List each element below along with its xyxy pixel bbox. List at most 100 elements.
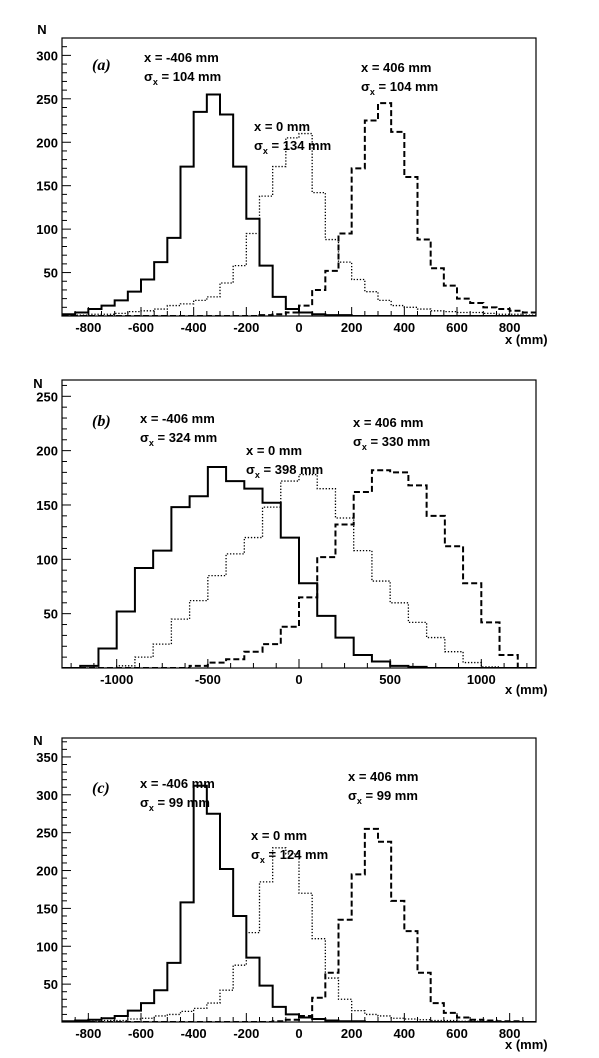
x-tick-label: -200 [233, 320, 259, 335]
x-tick-label: -200 [233, 1026, 259, 1041]
y-tick-label: 50 [44, 266, 58, 281]
annotation-sigma: σx = 324 mm [140, 430, 217, 448]
y-tick-label: 100 [36, 222, 58, 237]
x-tick-label: 800 [499, 1026, 521, 1041]
x-tick-label: -800 [75, 1026, 101, 1041]
annotation-position: x = -406 mm [144, 50, 219, 65]
annotation-position: x = 0 mm [254, 119, 310, 134]
sigma-subscript: x [260, 855, 265, 865]
sigma-symbol: σ [254, 138, 263, 153]
sigma-subscript: x [153, 77, 158, 87]
panel-label: (b) [92, 413, 111, 430]
x-tick-label: 600 [446, 320, 468, 335]
x-tick-label: -600 [128, 320, 154, 335]
sigma-symbol: σ [140, 430, 149, 445]
annotation-sigma: σx = 330 mm [353, 434, 430, 452]
y-axis-label: N [33, 376, 42, 391]
sigma-value: = 104 mm [158, 69, 221, 84]
y-tick-label: 250 [36, 92, 58, 107]
annotation-sigma: σx = 398 mm [246, 462, 323, 480]
panel-a: -800 -600 -400 -200 0 200 400 600 800 50 100 150 200… [36, 22, 547, 347]
sigma-symbol: σ [348, 788, 357, 803]
sigma-value: = 99 mm [362, 788, 418, 803]
y-tick-label: 50 [44, 977, 58, 992]
sigma-value: = 104 mm [375, 79, 438, 94]
x-tick-label: 800 [499, 320, 521, 335]
panel-c: -800 -600 -400 -200 0 200 400 600 800 50 100 150 200… [33, 733, 547, 1052]
annotation-position: x = 0 mm [251, 828, 307, 843]
sigma-value: = 398 mm [260, 462, 323, 477]
annotation-position: x = 406 mm [353, 415, 423, 430]
y-tick-label: 350 [36, 750, 58, 765]
x-tick-label: 0 [295, 672, 302, 687]
x-tick-label: 400 [393, 1026, 415, 1041]
y-tick-label: 250 [36, 826, 58, 841]
annotation-position: x = -406 mm [140, 411, 215, 426]
annotation-sigma: σx = 134 mm [254, 138, 331, 156]
x-axis-label: x (mm) [505, 682, 548, 697]
x-tick-label: -1000 [100, 672, 133, 687]
histogram-dotted [62, 132, 536, 316]
x-tick-label: -400 [181, 1026, 207, 1041]
x-tick-label: 1000 [467, 672, 496, 687]
x-tick-label: 0 [295, 1026, 302, 1041]
y-tick-label: 150 [36, 498, 58, 513]
y-tick-label: 50 [44, 607, 58, 622]
x-tick-label: 500 [379, 672, 401, 687]
histogram-dotted [62, 473, 536, 668]
y-tick-label: 200 [36, 444, 58, 459]
y-axis-label: N [37, 22, 46, 37]
y-axis-label: N [33, 733, 42, 748]
annotation-sigma: σx = 104 mm [144, 69, 221, 87]
sigma-value: = 124 mm [265, 847, 328, 862]
y-tick-label: 200 [36, 864, 58, 879]
sigma-value: = 324 mm [154, 430, 217, 445]
x-tick-label: -800 [75, 320, 101, 335]
y-tick-label: 300 [36, 788, 58, 803]
sigma-symbol: σ [140, 795, 149, 810]
x-axis-label: x (mm) [505, 1037, 548, 1052]
x-tick-label: -600 [128, 1026, 154, 1041]
sigma-subscript: x [370, 87, 375, 97]
annotation-sigma: σx = 99 mm [140, 795, 210, 813]
sigma-symbol: σ [361, 79, 370, 94]
y-tick-label: 200 [36, 135, 58, 150]
histogram-dashed [62, 469, 536, 668]
sigma-subscript: x [362, 442, 367, 452]
panels-container: -800 -600 -400 -200 0 200 400 600 800 50 100 150 200… [33, 22, 547, 1052]
annotation-position: x = 0 mm [246, 443, 302, 458]
panel-label: (a) [92, 57, 111, 74]
sigma-value: = 330 mm [367, 434, 430, 449]
sigma-subscript: x [357, 796, 362, 806]
x-tick-label: -400 [181, 320, 207, 335]
panel-label: (c) [92, 780, 110, 797]
y-tick-label: 100 [36, 552, 58, 567]
y-tick-label: 150 [36, 901, 58, 916]
x-tick-label: 600 [446, 1026, 468, 1041]
x-tick-label: -500 [195, 672, 221, 687]
y-tick-label: 300 [36, 48, 58, 63]
x-tick-label: 400 [393, 320, 415, 335]
histogram-solid [62, 93, 536, 316]
sigma-symbol: σ [251, 847, 260, 862]
annotation-sigma: σx = 104 mm [361, 79, 438, 97]
sigma-value: = 134 mm [268, 138, 331, 153]
sigma-symbol: σ [144, 69, 153, 84]
x-tick-label: 0 [295, 320, 302, 335]
histogram-dotted [62, 847, 536, 1022]
annotation-position: x = 406 mm [361, 60, 431, 75]
sigma-symbol: σ [246, 462, 255, 477]
annotation-position: x = -406 mm [140, 776, 215, 791]
histogram-dashed [62, 102, 536, 316]
annotation-sigma: σx = 124 mm [251, 847, 328, 865]
annotation-position: x = 406 mm [348, 769, 418, 784]
sigma-subscript: x [255, 470, 260, 480]
sigma-subscript: x [149, 438, 154, 448]
y-tick-label: 150 [36, 179, 58, 194]
y-tick-label: 100 [36, 939, 58, 954]
histogram-dashed [62, 827, 536, 1022]
sigma-subscript: x [149, 803, 154, 813]
x-tick-label: 200 [341, 1026, 363, 1041]
